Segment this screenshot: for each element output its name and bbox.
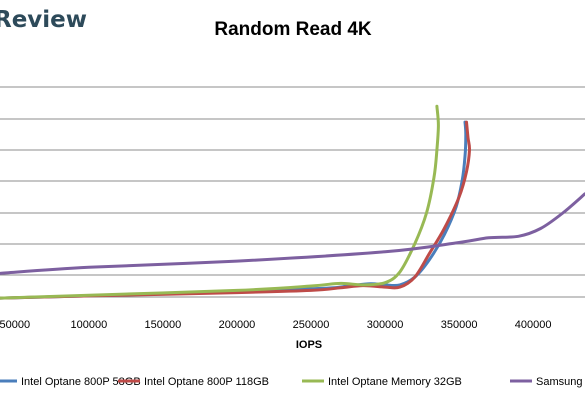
legend-label: Intel Optane 800P 118GB xyxy=(144,376,269,388)
x-tick-label: 50000 xyxy=(0,319,30,331)
series-line xyxy=(0,120,472,300)
legend: Intel Optane 800P 58GB Intel Optane 800P … xyxy=(0,376,582,388)
gridlines xyxy=(0,86,585,298)
series-line xyxy=(0,120,468,300)
series-line xyxy=(0,192,585,275)
chart-title: Random Read 4K xyxy=(214,19,372,40)
legend-label: Intel Optane 800P 58GB xyxy=(21,376,141,388)
x-tick-label: 350000 xyxy=(441,319,478,331)
x-axis-label: IOPS xyxy=(296,339,322,351)
brand-logo: Review xyxy=(0,7,87,33)
x-tick-label: 150000 xyxy=(145,319,182,331)
x-tick-label: 100000 xyxy=(71,319,108,331)
x-tick-label: 300000 xyxy=(367,319,404,331)
legend-label: Intel Optane Memory 32GB xyxy=(328,376,462,388)
series-lines xyxy=(0,104,585,300)
series-line xyxy=(0,104,440,300)
legend-label: Samsung xyxy=(536,376,582,388)
x-tick-labels: 50000 100000 150000 200000 250000 300000 35000… xyxy=(0,319,552,331)
x-tick-label: 250000 xyxy=(293,319,330,331)
x-tick-label: 400000 xyxy=(515,319,552,331)
x-tick-label: 200000 xyxy=(219,319,256,331)
